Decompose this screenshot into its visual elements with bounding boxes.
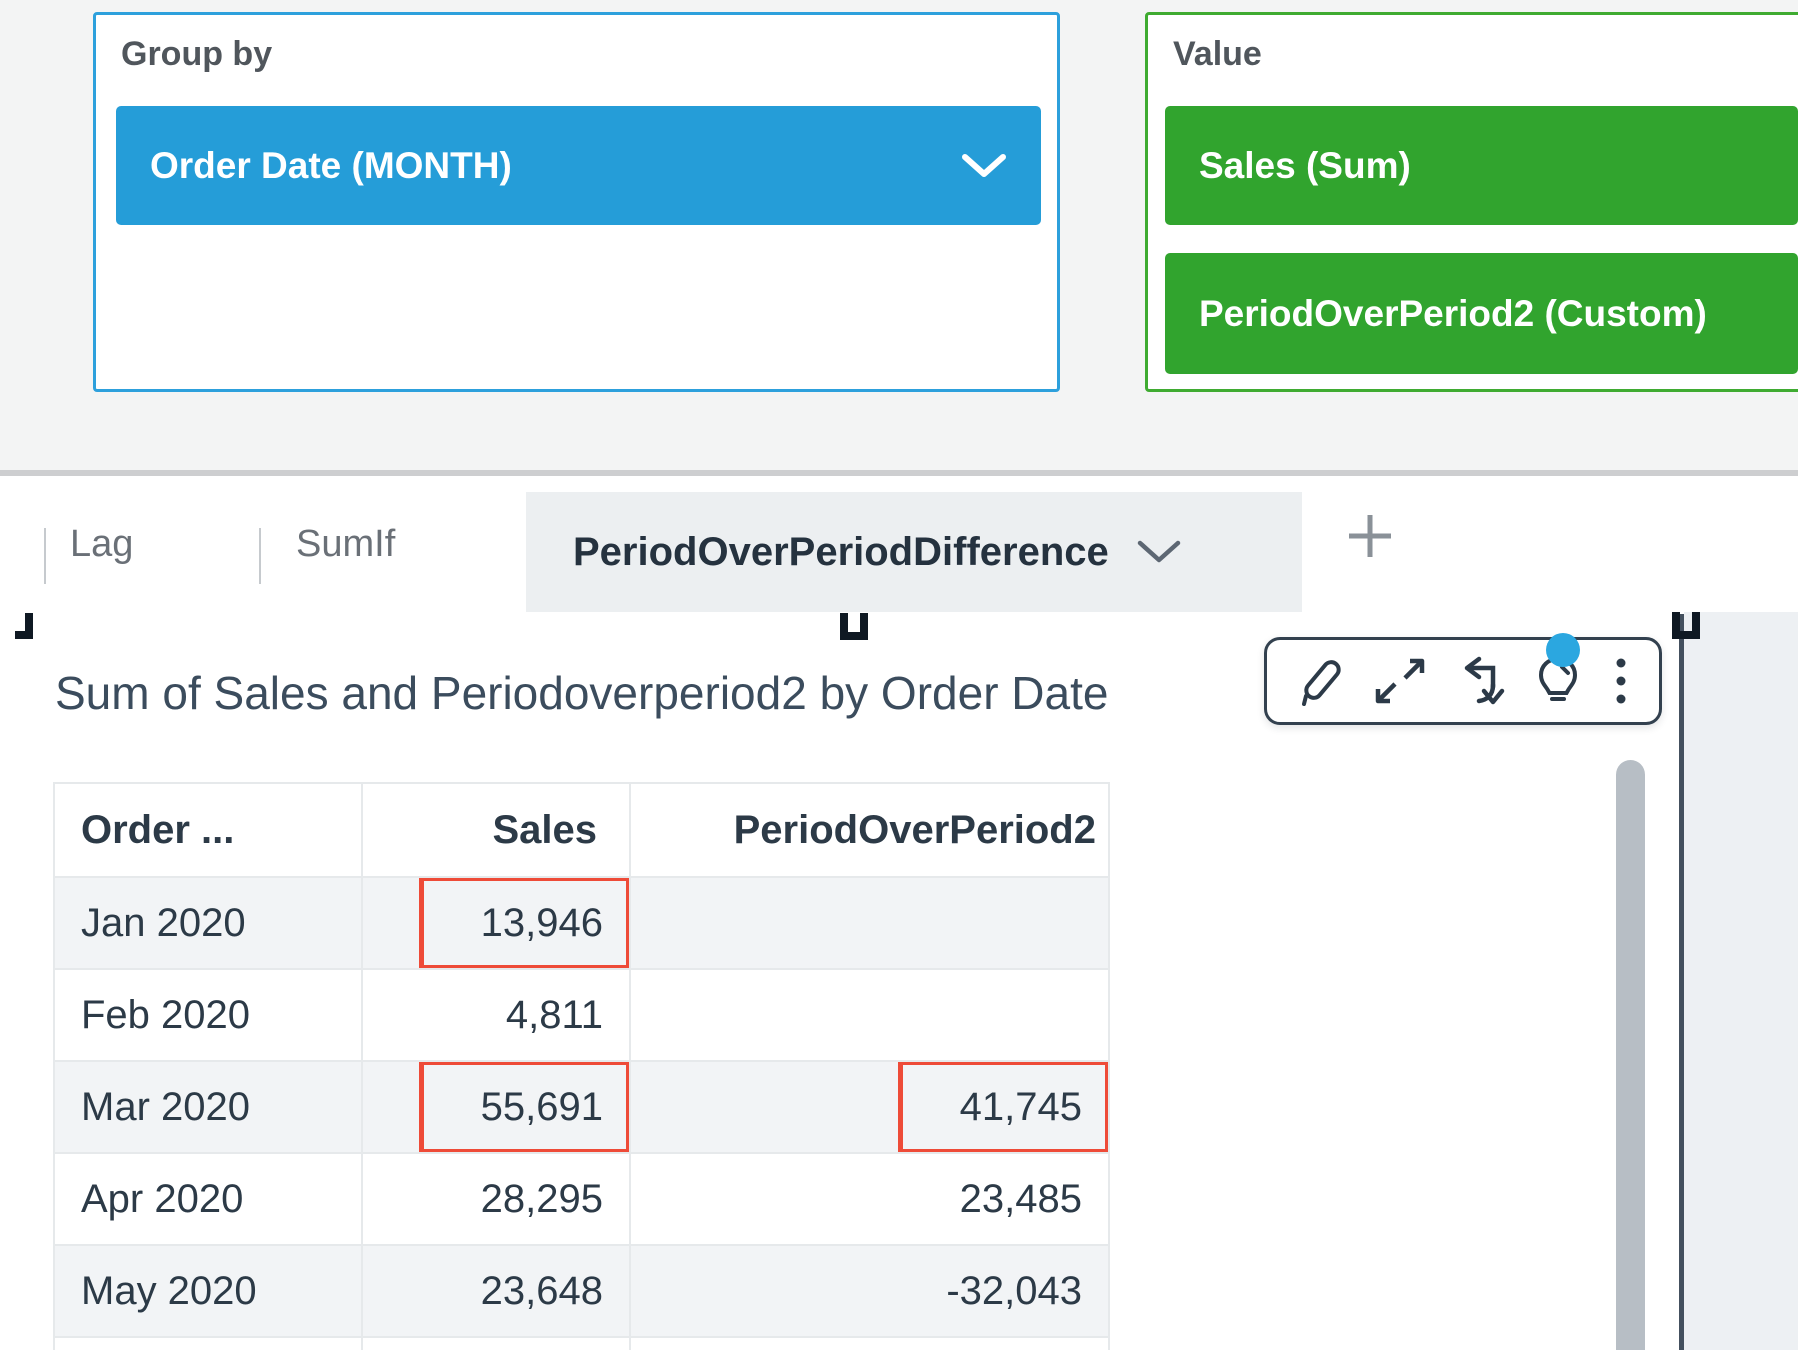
- column-header-periodoverperiod2[interactable]: PeriodOverPeriod2: [629, 782, 1110, 878]
- cell-sales[interactable]: 28,295: [361, 1152, 631, 1246]
- cell-month[interactable]: Apr 2020: [53, 1152, 363, 1246]
- swap-arrows-icon: [1464, 656, 1505, 705]
- section-divider: [0, 470, 1798, 476]
- table-row: May 2020 23,648 -32,043: [53, 1244, 1110, 1338]
- cell-sales[interactable]: 4,811: [361, 968, 631, 1062]
- expand-arrows-icon: [1375, 658, 1425, 704]
- visual-menu-button[interactable]: [1609, 646, 1633, 716]
- value-field-label: Sales (Sum): [1199, 144, 1411, 186]
- cell-month[interactable]: Jan 2020: [53, 876, 363, 970]
- add-calculation-button[interactable]: [1340, 506, 1400, 566]
- value-well: Value Sales (Sum) PeriodOverPeriod2 (Cus…: [1145, 12, 1798, 392]
- visual-selection-right-edge[interactable]: [1679, 614, 1684, 1350]
- cell-pop[interactable]: 41,745: [629, 1060, 1110, 1154]
- tab-periodoverperioddifference-active[interactable]: PeriodOverPeriodDifference: [526, 492, 1302, 612]
- cell-pop[interactable]: [629, 968, 1110, 1062]
- resize-handle-top-left[interactable]: [15, 613, 33, 639]
- cell-month[interactable]: May 2020: [53, 1244, 363, 1338]
- reorder-visual-button[interactable]: [1451, 646, 1507, 716]
- cell-pop[interactable]: -32,043: [629, 1244, 1110, 1338]
- table-vertical-scrollbar[interactable]: [1616, 760, 1645, 1350]
- resize-handle-top-right[interactable]: [1672, 612, 1700, 639]
- tab-separator: [259, 528, 261, 584]
- group-by-field-pill[interactable]: Order Date (MONTH): [116, 106, 1041, 225]
- cell-sales[interactable]: 55,691: [361, 1060, 631, 1154]
- value-field-pill-sales[interactable]: Sales (Sum): [1165, 106, 1798, 225]
- group-by-field-label: Order Date (MONTH): [150, 144, 512, 186]
- edit-visual-button[interactable]: [1293, 646, 1349, 716]
- value-field-label: PeriodOverPeriod2 (Custom): [1199, 292, 1707, 334]
- active-tab-label: PeriodOverPeriodDifference: [573, 529, 1109, 574]
- cell-pop[interactable]: 23,485: [629, 1152, 1110, 1246]
- cell-sales[interactable]: 13,946: [361, 876, 631, 970]
- pencil-icon: [1302, 660, 1341, 706]
- cell-pop[interactable]: [629, 876, 1110, 970]
- cell-sales[interactable]: 23,648: [361, 1244, 631, 1338]
- cell-month[interactable]: Mar 2020: [53, 1060, 363, 1154]
- plus-icon: [1349, 515, 1391, 557]
- group-by-label: Group by: [121, 35, 273, 73]
- table-visual: Order ... Sales PeriodOverPeriod2 Jan 20…: [53, 782, 1110, 1350]
- chevron-down-icon[interactable]: [1137, 540, 1181, 564]
- tab-sumif[interactable]: SumIf: [296, 476, 395, 612]
- value-field-pill-periodoverperiod2[interactable]: PeriodOverPeriod2 (Custom): [1165, 253, 1798, 374]
- insight-notification-dot[interactable]: [1546, 633, 1580, 667]
- insights-button[interactable]: [1530, 646, 1586, 716]
- table-row: Mar 2020 55,691 41,745: [53, 1060, 1110, 1154]
- sheet-background-gutter: [1684, 612, 1798, 1350]
- table-row-partial: [53, 1336, 1110, 1350]
- visual-toolbar: [1264, 637, 1662, 725]
- maximize-visual-button[interactable]: [1372, 646, 1428, 716]
- visual-title: Sum of Sales and Periodoverperiod2 by Or…: [55, 667, 1109, 719]
- column-header-order-date[interactable]: Order ...: [53, 782, 363, 878]
- kebab-menu-icon: [1616, 658, 1626, 704]
- resize-handle-top-middle[interactable]: [840, 613, 868, 640]
- table-row: Jan 2020 13,946: [53, 876, 1110, 970]
- value-label: Value: [1173, 35, 1262, 73]
- tab-lag-label: Lag: [70, 522, 134, 565]
- chevron-down-icon[interactable]: [961, 153, 1007, 179]
- calculation-tabs-row: Lag SumIf PeriodOverPeriodDifference: [0, 476, 1798, 612]
- table-row: Apr 2020 28,295 23,485: [53, 1152, 1110, 1246]
- column-header-sales[interactable]: Sales: [361, 782, 631, 878]
- table-header-row: Order ... Sales PeriodOverPeriod2: [53, 782, 1110, 878]
- tab-sumif-label: SumIf: [296, 522, 396, 565]
- table-row: Feb 2020 4,811: [53, 968, 1110, 1062]
- lightbulb-icon: [1538, 656, 1578, 701]
- group-by-well: Group by Order Date (MONTH): [93, 12, 1060, 392]
- cell-month[interactable]: Feb 2020: [53, 968, 363, 1062]
- tab-lag[interactable]: Lag: [70, 476, 133, 612]
- tab-separator: [44, 528, 46, 584]
